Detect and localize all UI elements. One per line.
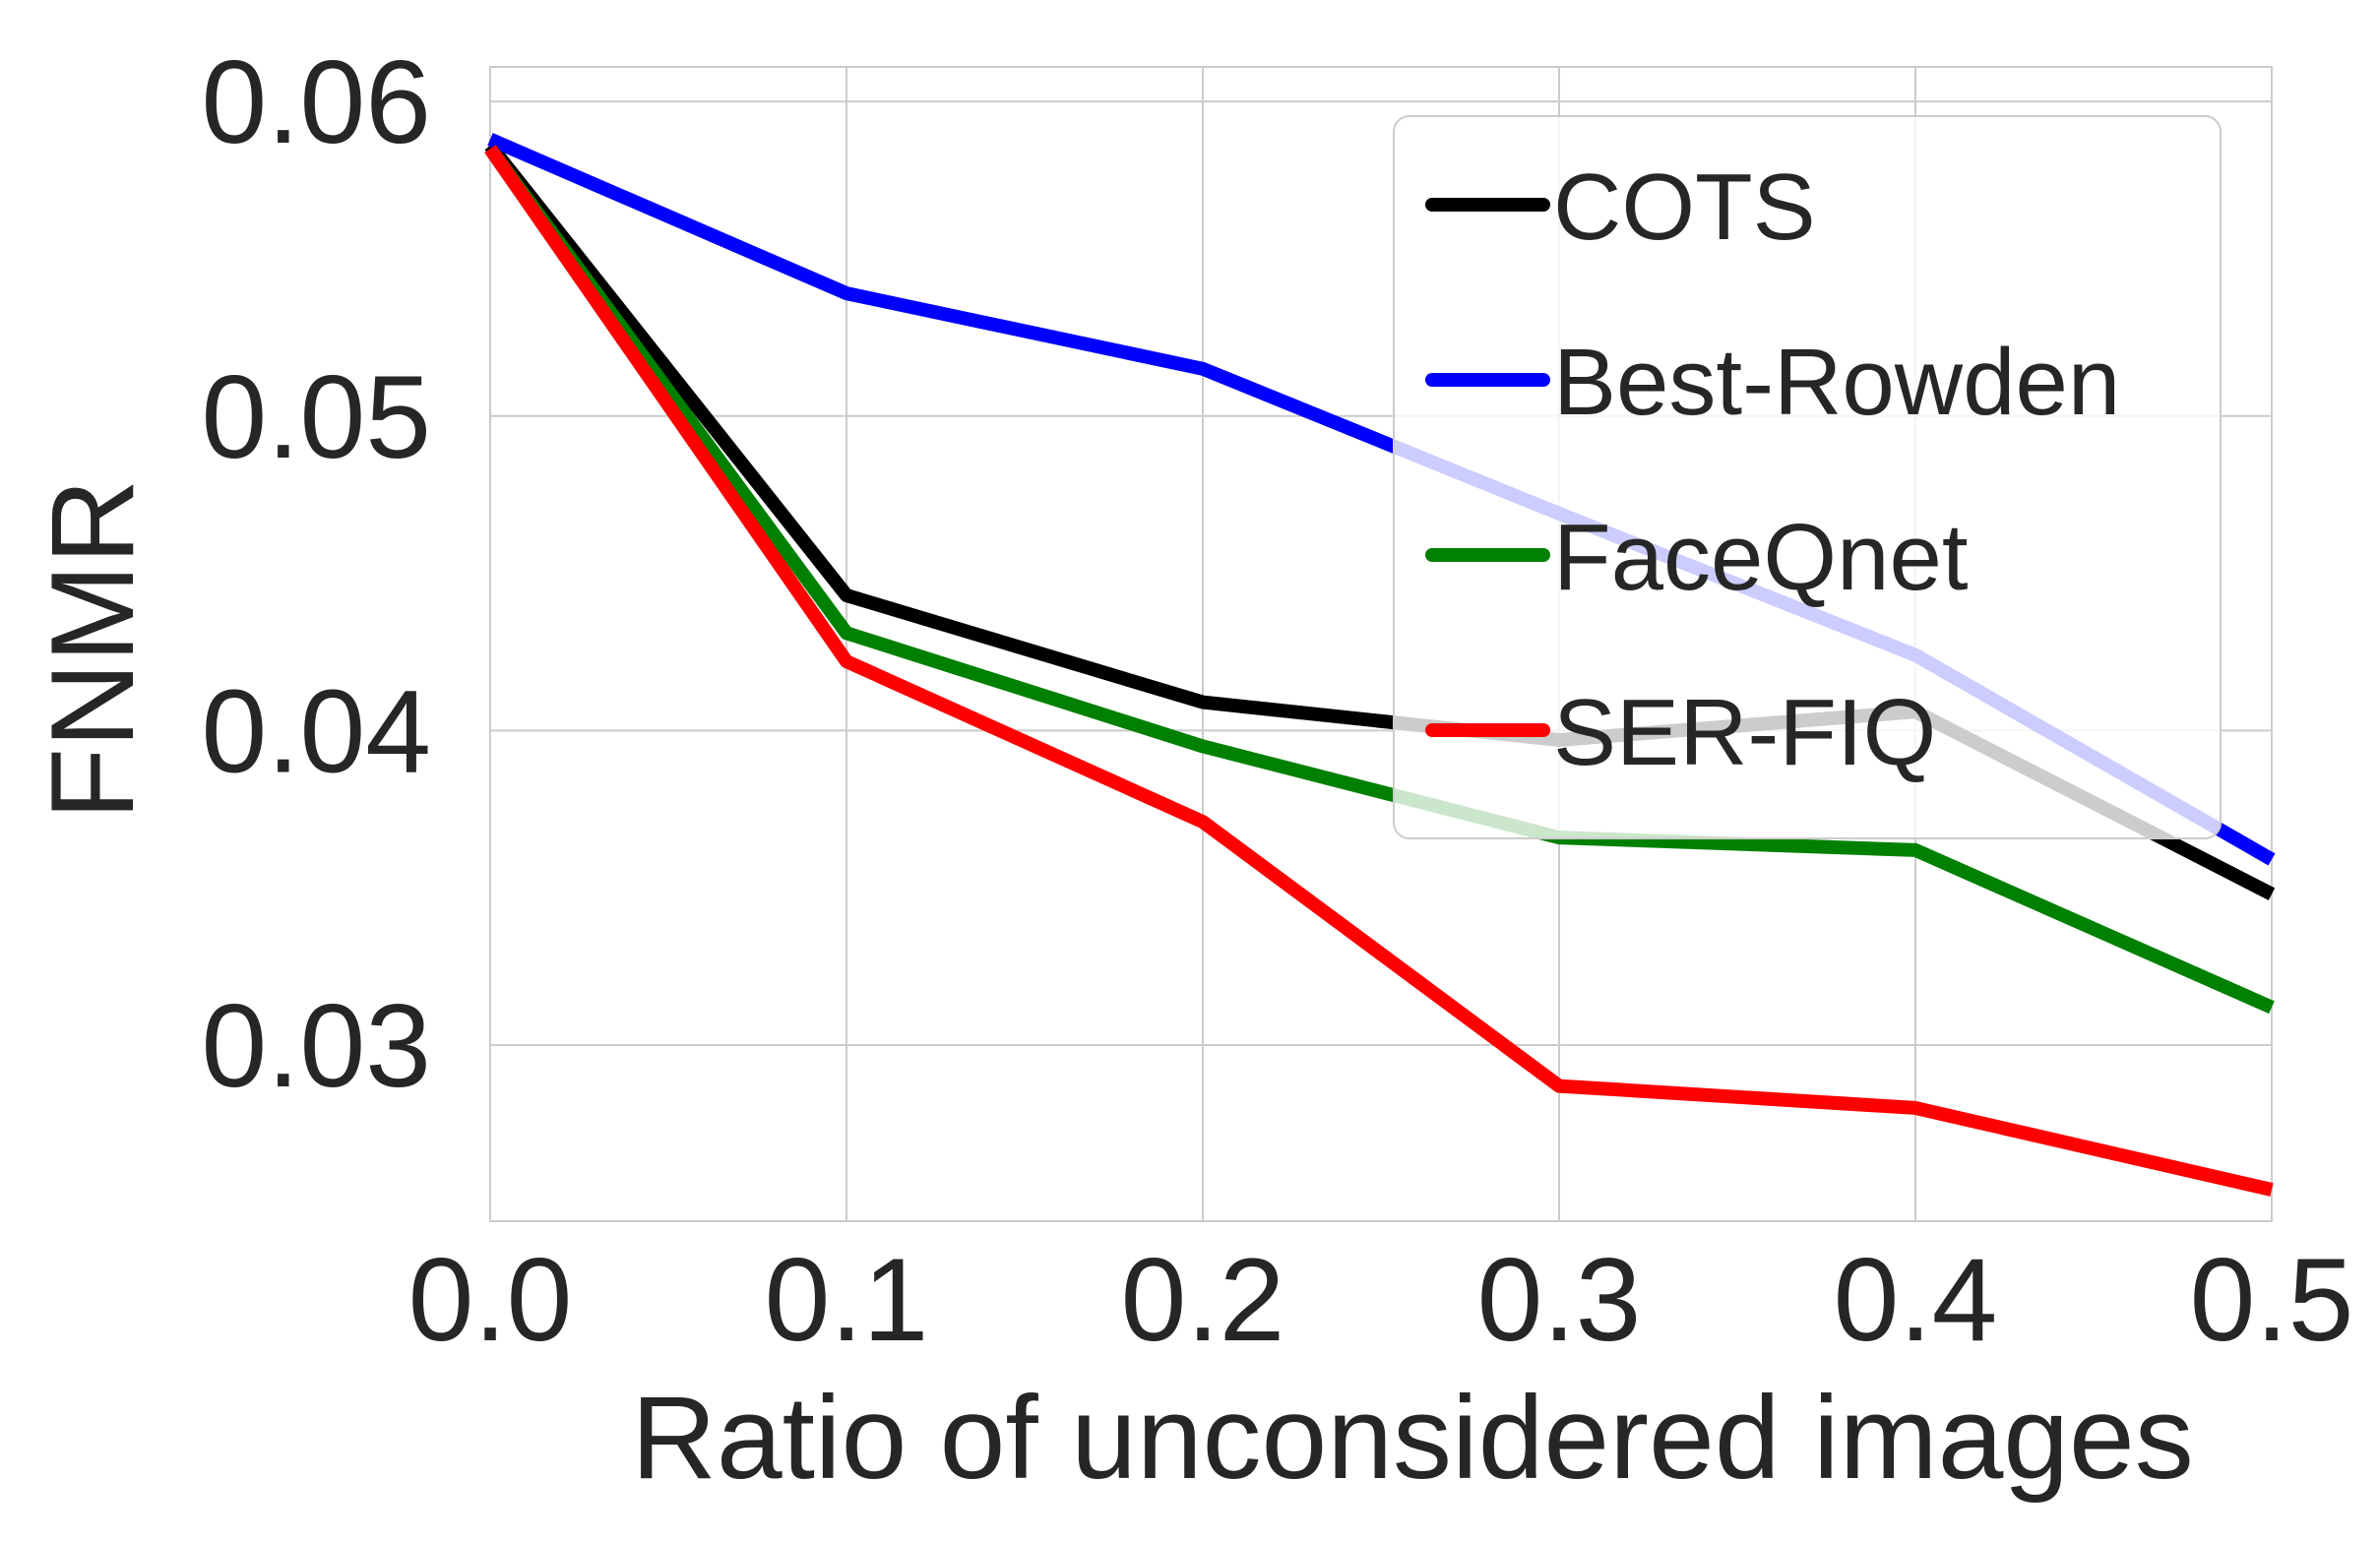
x-tick-label: 0.1 xyxy=(765,1234,929,1366)
x-tick-label: 0.3 xyxy=(1477,1234,1642,1366)
x-tick-label: 0.0 xyxy=(408,1234,573,1366)
x-tick-label: 0.5 xyxy=(2190,1234,2354,1366)
y-tick-label: 0.06 xyxy=(201,36,431,168)
y-axis-label: FNMR xyxy=(27,479,158,821)
legend-label: Best-Rowden xyxy=(1553,330,2120,435)
legend-label: SER-FIQ xyxy=(1553,680,1936,785)
legend-label: COTS xyxy=(1553,154,1816,260)
legend-label: FaceQnet xyxy=(1553,505,1969,610)
y-tick-label: 0.03 xyxy=(201,980,431,1112)
y-tick-label: 0.05 xyxy=(201,351,431,483)
x-tick-label: 0.2 xyxy=(1121,1234,1285,1366)
x-tick-label: 0.4 xyxy=(1834,1234,1998,1366)
y-tick-label: 0.04 xyxy=(201,665,431,797)
legend: COTS Best-Rowden FaceQnet SER-FIQ xyxy=(1394,116,2221,838)
x-axis-label: Ratio of unconsidered images xyxy=(631,1372,2194,1504)
